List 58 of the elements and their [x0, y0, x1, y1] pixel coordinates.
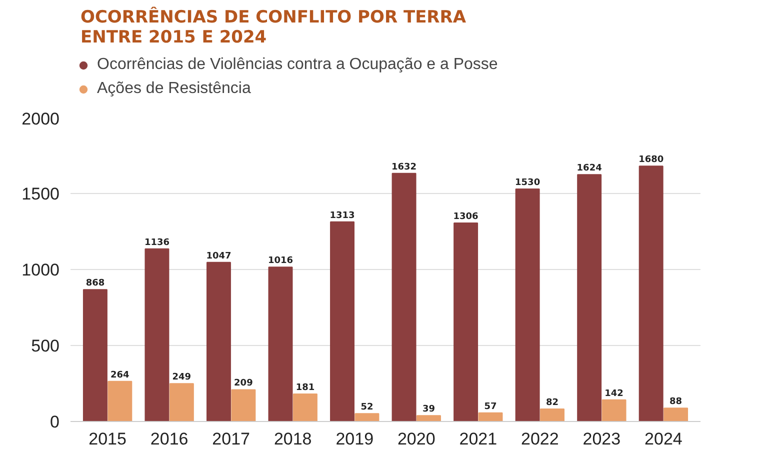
data-label: 52 [360, 402, 374, 413]
data-label: 868 [86, 278, 105, 289]
x-tick-label: 2016 [150, 430, 188, 448]
x-tick-label: 2017 [212, 430, 250, 448]
x-tick-label: 2015 [88, 430, 126, 448]
bar [392, 172, 416, 422]
bar [169, 383, 194, 422]
bar [82, 289, 108, 422]
bar [144, 248, 170, 422]
data-label: 1680 [638, 155, 664, 166]
data-label: 264 [110, 370, 130, 380]
y-tick-label: 2000 [22, 110, 60, 128]
data-label: 1313 [330, 210, 355, 221]
data-label: 1530 [515, 178, 540, 188]
y-tick-label: 1500 [22, 184, 60, 204]
bar [330, 221, 354, 422]
x-tick-label: 2021 [459, 430, 498, 448]
x-tick-label: 2022 [521, 430, 559, 448]
data-label: 1016 [268, 256, 294, 266]
data-label: 1632 [392, 162, 417, 172]
data-label: 209 [234, 378, 253, 389]
bar [268, 266, 293, 422]
bar [515, 188, 540, 422]
data-label: 39 [422, 404, 436, 415]
bar [108, 380, 132, 422]
y-tick-label: 0 [50, 412, 60, 432]
legend-label: Ocorrências de Violências contra a Ocupação e a Posse [97, 56, 498, 74]
bar [416, 415, 441, 422]
data-label: 1624 [576, 164, 602, 174]
bar [206, 262, 231, 422]
x-tick-label: 2023 [582, 430, 621, 448]
data-label: 142 [604, 388, 624, 399]
bar [354, 413, 380, 422]
x-tick-label: 2020 [397, 430, 436, 448]
x-tick-label: 2018 [274, 430, 312, 448]
data-label: 249 [172, 372, 192, 383]
bar [540, 408, 564, 422]
bar [292, 393, 318, 422]
data-label: 1047 [206, 251, 232, 262]
bar [664, 408, 688, 422]
data-label: 88 [670, 397, 682, 408]
bar [478, 412, 503, 422]
data-label: 1136 [144, 238, 170, 248]
y-tick-label: 500 [31, 336, 60, 356]
chart-title: OCORRÊNCIAS DE CONFLITO POR TERRA ENTRE 2015 E 2024 [80, 6, 467, 48]
bar [638, 166, 664, 422]
data-label: 181 [296, 382, 315, 393]
legend-label: Ações de Resistência [97, 80, 251, 98]
x-tick-label: 2019 [336, 430, 374, 448]
y-tick-label: 1000 [22, 260, 60, 280]
bar [602, 399, 626, 422]
data-label: 82 [546, 398, 559, 408]
bar [577, 174, 602, 422]
bar [454, 222, 478, 422]
data-label: 57 [484, 402, 497, 412]
bar [231, 389, 256, 422]
data-label: 1306 [453, 212, 478, 222]
x-tick-label: 2024 [644, 430, 682, 448]
